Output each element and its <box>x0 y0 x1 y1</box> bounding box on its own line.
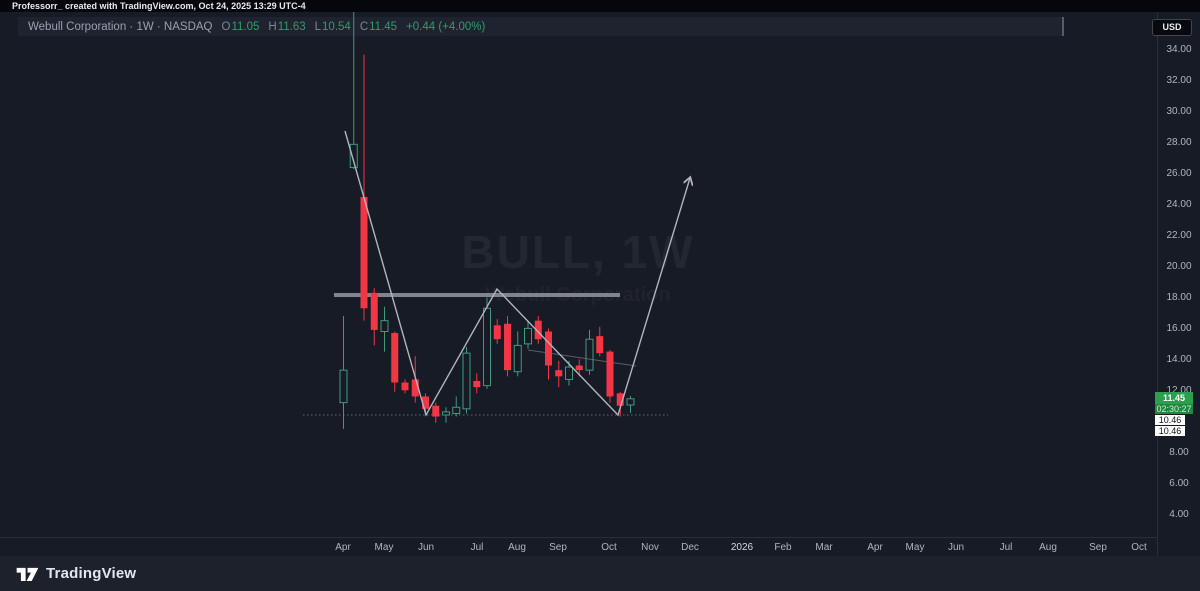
bar-countdown-badge: 02:30:27 <box>1155 404 1193 414</box>
legend-low: L10.54 <box>314 20 351 33</box>
time-axis-label: Jun <box>947 542 965 553</box>
price-tick-label: 12.00 <box>1166 384 1192 396</box>
time-axis-label: Sep <box>1089 542 1107 553</box>
snapshot-attribution: Professorr_ created with TradingView.com… <box>12 1 306 11</box>
price-tick-label: 20.00 <box>1166 261 1192 273</box>
time-axis-label: Nov <box>641 542 659 553</box>
currency-toggle-button[interactable]: USD <box>1152 19 1192 36</box>
time-axis-label: May <box>374 542 394 553</box>
price-tick-label: 34.00 <box>1166 44 1192 56</box>
time-axis-label: Jun <box>417 542 435 553</box>
time-axis[interactable]: Apr May Jun Jul Aug Sep Oct Nov Dec 2026 Feb Mar Apr… <box>0 537 1200 556</box>
snapshot-title-bar: Professorr_ created with TradingView.com… <box>0 0 1200 12</box>
time-axis-label: Aug <box>508 542 526 553</box>
time-axis-label: Oct <box>601 542 617 553</box>
time-axis-label: Dec <box>681 542 699 553</box>
time-axis-label: May <box>905 542 925 553</box>
brand-name[interactable]: TradingView <box>46 565 137 582</box>
price-tick-label: 30.00 <box>1166 106 1192 118</box>
price-tick-label: 18.00 <box>1166 291 1192 303</box>
drawing-price-badge: 10.46 <box>1155 415 1185 425</box>
time-axis-label: Aug <box>1039 542 1057 553</box>
price-tick-label: 26.00 <box>1166 168 1192 180</box>
footer-bar: TradingView <box>0 556 1200 591</box>
legend-open: O11.05 <box>221 20 260 33</box>
price-tick-label: 28.00 <box>1166 137 1192 149</box>
price-tick-label: 24.00 <box>1166 199 1192 211</box>
price-tick-label: 4.00 <box>1169 508 1189 520</box>
time-axis-label: Jul <box>999 542 1013 553</box>
chart-plot-area[interactable] <box>0 12 1157 537</box>
drawing-price-badge: 10.46 <box>1155 426 1185 436</box>
time-axis-label: Mar <box>815 542 833 553</box>
time-axis-label: Apr <box>867 542 883 553</box>
tradingview-logo-icon[interactable] <box>16 566 39 582</box>
price-axis[interactable]: 34.00 32.00 30.00 28.00 26.00 24.00 22.00 20.00… <box>1157 12 1200 556</box>
price-tick-label: 32.00 <box>1166 75 1192 87</box>
legend-high: H11.63 <box>268 20 306 33</box>
time-axis-label: Jul <box>470 542 484 553</box>
time-axis-label: 2026 <box>730 542 754 553</box>
chart-legend: Webull Corporation · 1W · NASDAQ O11.05 … <box>18 17 1064 36</box>
price-label-stack: 11.45 02:30:27 10.46 10.46 <box>1155 392 1193 436</box>
time-axis-label: Apr <box>335 542 351 553</box>
legend-close: C11.45 <box>359 20 398 33</box>
time-axis-label: Sep <box>549 542 567 553</box>
price-tick-label: 8.00 <box>1169 446 1189 458</box>
time-axis-label: Feb <box>774 542 792 553</box>
time-axis-label: Oct <box>1131 542 1147 553</box>
legend-change: +0.44 (+4.00%) <box>406 20 486 33</box>
legend-symbol: Webull Corporation · 1W · NASDAQ <box>28 20 213 33</box>
price-tick-label: 22.00 <box>1166 230 1192 242</box>
price-tick-label: 16.00 <box>1166 322 1192 334</box>
last-price-badge: 11.45 <box>1155 392 1193 404</box>
price-tick-label: 6.00 <box>1169 477 1189 489</box>
price-tick-label: 14.00 <box>1166 353 1192 365</box>
